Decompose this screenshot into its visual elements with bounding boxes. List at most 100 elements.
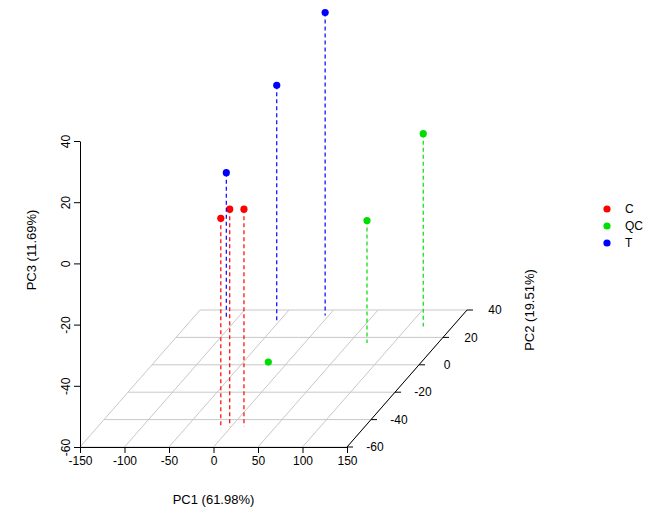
data-layer [217, 9, 427, 427]
legend-label: T [625, 236, 633, 250]
x-tick: 0 [211, 447, 218, 468]
x-tick-label: 0 [211, 454, 218, 468]
point [322, 9, 329, 16]
point [240, 206, 247, 213]
y-tick-mark [347, 447, 353, 448]
z-tick-label: -60 [59, 439, 73, 457]
point [420, 130, 427, 137]
point [223, 169, 230, 176]
grid-line-x [258, 310, 378, 447]
point [265, 358, 272, 365]
y-tick-mark [419, 364, 425, 365]
legend-label: QC [625, 219, 643, 233]
drop-line [423, 134, 424, 327]
drop-line [220, 218, 221, 426]
legend-label: C [625, 202, 634, 216]
z-axis-line [80, 142, 81, 448]
y-tick-mark [467, 310, 473, 311]
chart-container: -150-100-50050100150-60-40-2002040-60-40… [0, 0, 657, 516]
y-tick-label: 40 [488, 303, 502, 317]
y-axis: -60 -40 -20 0 20 40 [347, 303, 502, 454]
z-tick-mark [74, 263, 80, 264]
point [217, 215, 224, 222]
z-tick-label: 0 [59, 260, 73, 267]
z-tick: 0 [59, 260, 80, 267]
z-axis-title: PC3 (11.69%) [24, 210, 39, 291]
y-tick-label: 20 [464, 331, 478, 345]
grid-line-x [80, 310, 200, 447]
series [265, 130, 427, 366]
x-tick-mark [80, 447, 81, 453]
legend: C QC T [603, 202, 643, 250]
z-tick: 40 [59, 135, 80, 149]
grid-line-y [128, 392, 395, 393]
drop-line [276, 85, 277, 321]
chart-svg: -150-100-50050100150-60-40-2002040-60-40… [0, 0, 657, 516]
x-tick-label: -100 [113, 454, 137, 468]
x-tick: 150 [337, 447, 357, 468]
drop-line [229, 209, 230, 426]
z-tick: -40 [59, 377, 80, 395]
grid-line-y [200, 310, 467, 311]
x-tick-mark [214, 447, 215, 453]
drop-line [243, 209, 244, 426]
x-tick: -100 [113, 447, 137, 468]
y-axis-line [347, 310, 467, 447]
grid-line-y [152, 364, 419, 365]
z-tick-label: 40 [59, 135, 73, 149]
x-tick-mark [347, 447, 348, 453]
series [217, 206, 247, 427]
grid-line-x [125, 310, 245, 447]
x-tick: 100 [293, 447, 313, 468]
y-tick-label: 0 [444, 358, 451, 372]
series [223, 9, 329, 321]
grid-line-x [214, 310, 334, 447]
x-tick-mark [169, 447, 170, 453]
grid [80, 310, 467, 447]
x-tick-mark [125, 447, 126, 453]
grid-line-x [303, 310, 423, 447]
point [363, 217, 370, 224]
z-tick: -60 [59, 439, 80, 457]
legend-marker [603, 239, 610, 246]
z-tick-mark [74, 202, 80, 203]
point [226, 206, 233, 213]
z-tick-mark [74, 141, 80, 142]
z-axis: -60 -40 -20 0 20 40 [59, 135, 81, 457]
z-tick-label: -20 [59, 316, 73, 334]
grid-line-y [104, 419, 371, 420]
x-tick: -50 [161, 447, 179, 468]
y-tick-label: -60 [366, 440, 384, 454]
z-tick-mark [74, 447, 80, 448]
z-tick-mark [74, 325, 80, 326]
x-tick: 50 [252, 447, 266, 468]
y-tick-label: -20 [414, 385, 432, 399]
y-tick-mark [371, 419, 377, 420]
grid-line-x [169, 310, 289, 447]
legend-marker [603, 222, 610, 229]
grid-line-y [176, 337, 443, 338]
point [273, 82, 280, 89]
x-axis-title: PC1 (61.98%) [173, 492, 255, 507]
z-tick-mark [74, 386, 80, 387]
grid-line-x [347, 310, 467, 447]
drop-line [226, 173, 227, 320]
y-tick-mark [443, 337, 449, 338]
y-tick-mark [395, 392, 401, 393]
x-tick-mark [303, 447, 304, 453]
legend-marker [603, 205, 610, 212]
z-tick-label: 20 [59, 196, 73, 210]
drop-line [366, 220, 367, 342]
z-tick: -20 [59, 316, 80, 334]
x-tick-label: 150 [337, 454, 357, 468]
y-tick-label: -40 [390, 413, 408, 427]
y-axis-title: PC2 (19.51%) [522, 269, 537, 351]
z-tick: 20 [59, 196, 80, 210]
drop-line [325, 13, 326, 316]
x-axis: -150-100-50050100150 [68, 447, 357, 468]
x-tick-mark [258, 447, 259, 453]
x-tick-label: 50 [252, 454, 266, 468]
z-tick-label: -40 [59, 377, 73, 395]
x-tick-label: -50 [161, 454, 179, 468]
x-tick-label: 100 [293, 454, 313, 468]
